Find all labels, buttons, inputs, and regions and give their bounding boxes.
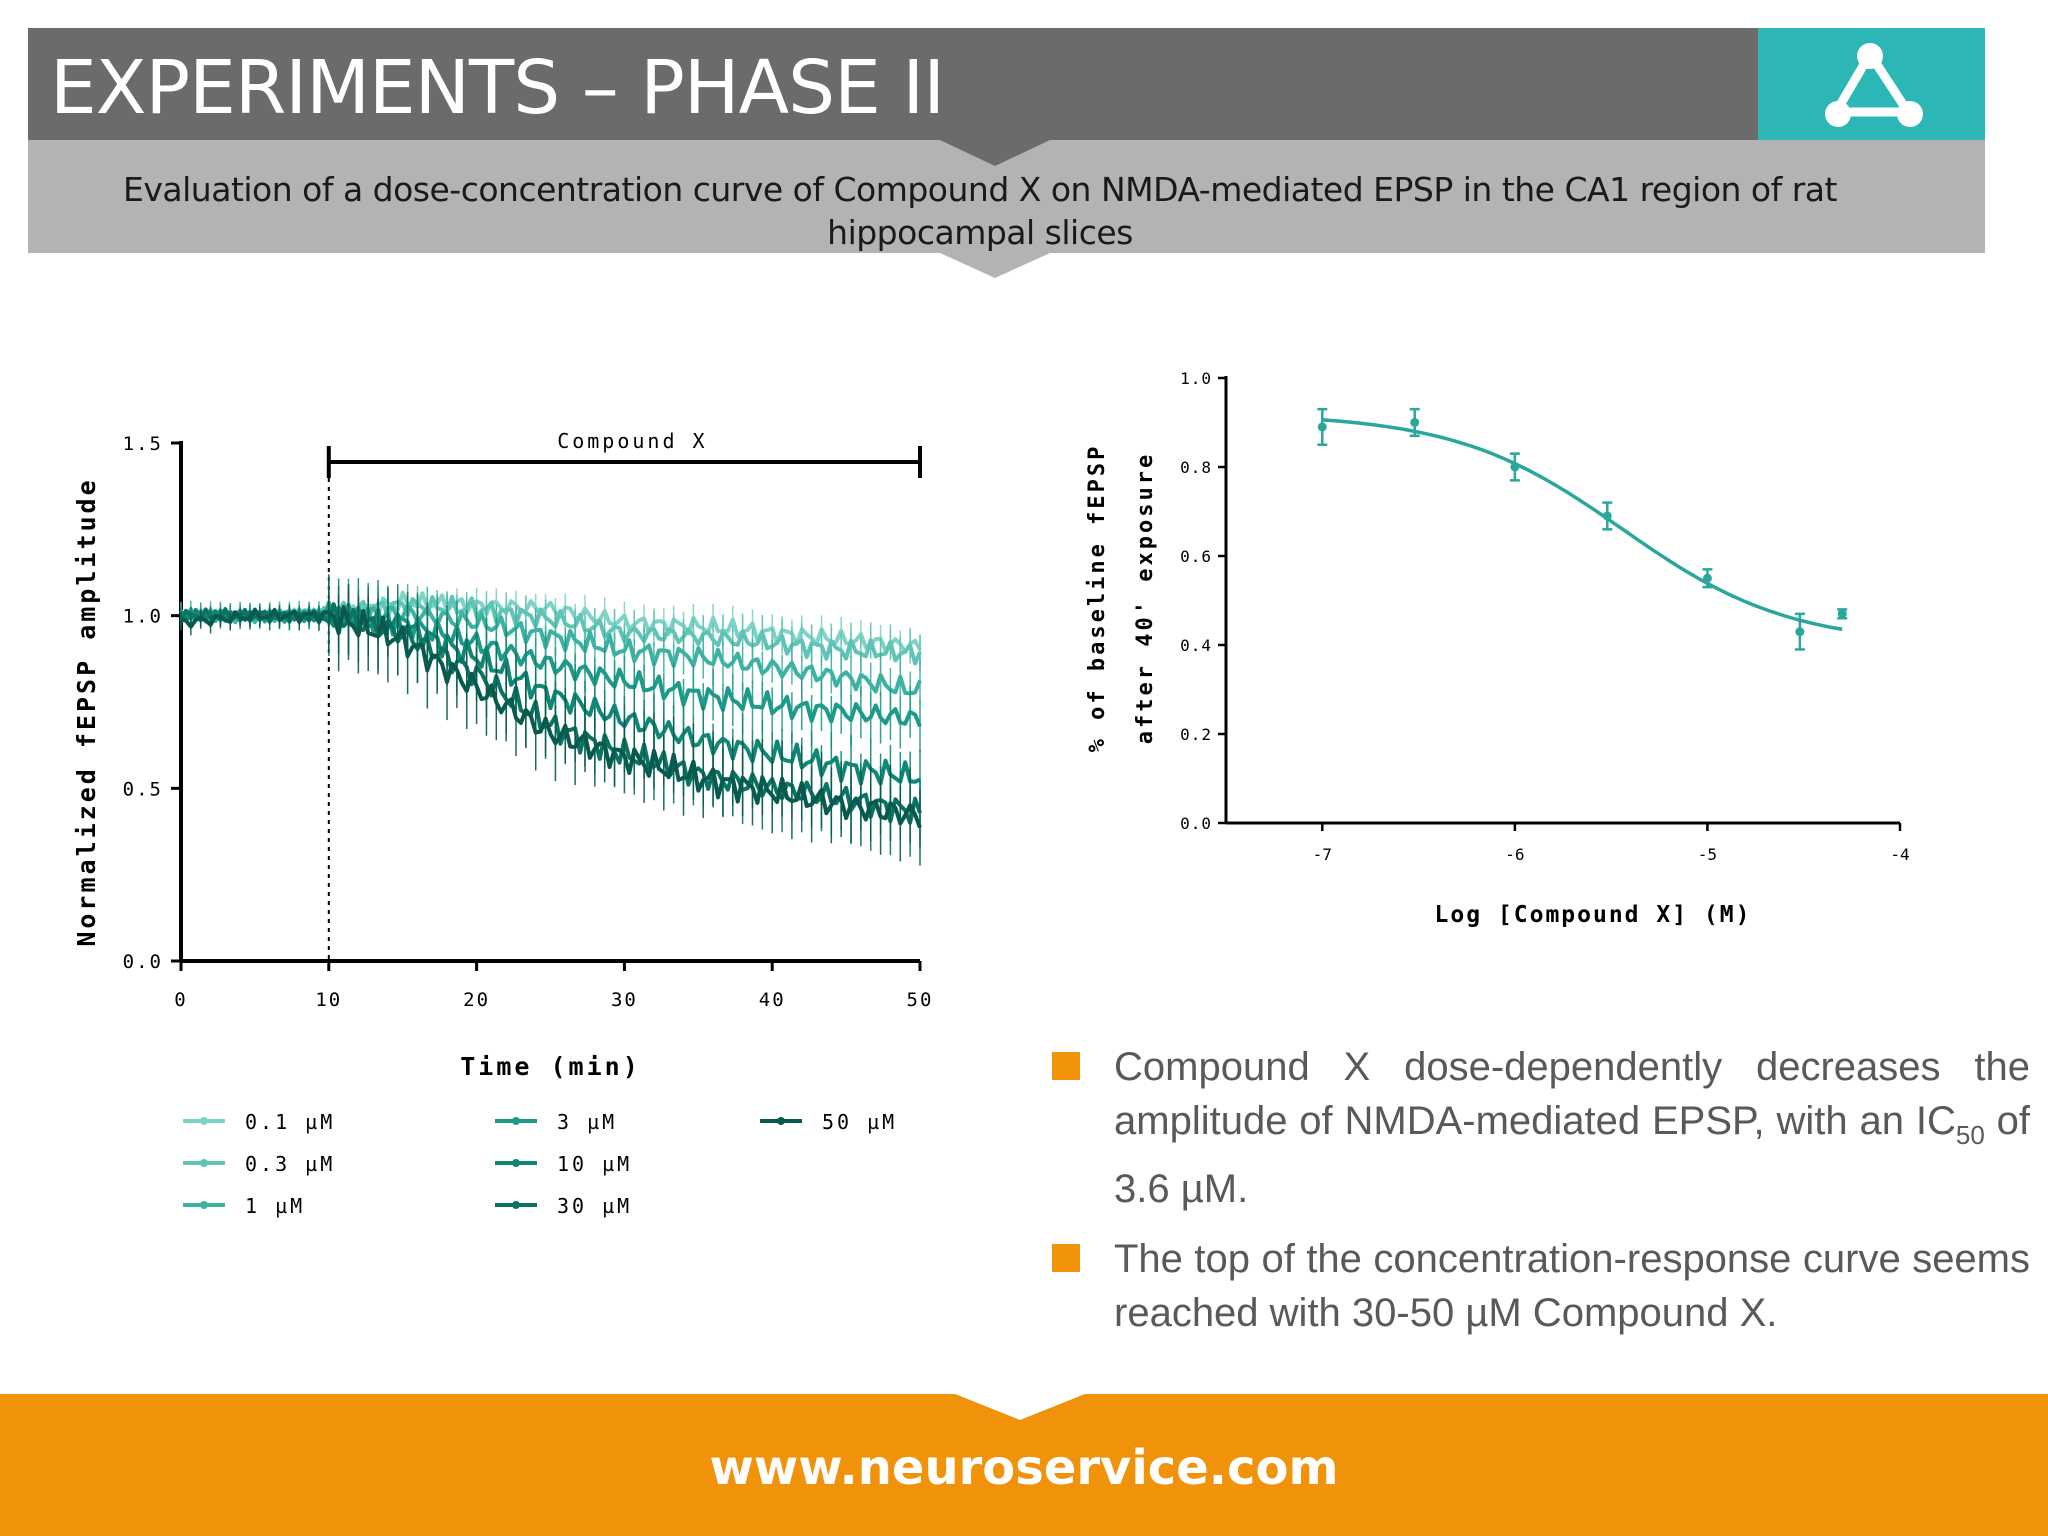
subtitle-notch xyxy=(940,253,1050,278)
data-point xyxy=(1702,573,1712,583)
x-tick-label: -4 xyxy=(1890,845,1909,864)
y-tick-label: 0.4 xyxy=(1180,636,1212,655)
x-tick-label: -7 xyxy=(1313,845,1332,864)
bullet-text: The top of the concentration-response cu… xyxy=(1114,1237,2030,1335)
legend-label: 0.3 µM xyxy=(245,1152,335,1176)
logo xyxy=(1758,28,1985,140)
y-axis-label: % of baseline fEPSP after 40' exposure xyxy=(1085,444,1158,753)
legend-label: 1 µM xyxy=(245,1194,305,1218)
data-point xyxy=(1317,422,1327,432)
page-title: EXPERIMENTS – PHASE II xyxy=(50,45,945,131)
series-7 xyxy=(180,574,922,866)
y-tick-label: 1.0 xyxy=(1180,369,1212,388)
y-tick-label: 0.0 xyxy=(1180,814,1212,833)
legend-marker xyxy=(512,1201,520,1209)
data-point xyxy=(1510,462,1520,472)
fit-curve xyxy=(1322,418,1843,632)
legend-label: 10 µM xyxy=(557,1152,632,1176)
y-tick-label: 0.0 xyxy=(123,951,163,973)
series-line xyxy=(180,600,922,728)
series-6 xyxy=(179,586,922,857)
triangle-molecule-icon xyxy=(1825,43,1923,127)
bullet-text: Compound X dose-dependently decreases th… xyxy=(1114,1045,2030,1211)
x-axis-label: Log [Compound X] (M) xyxy=(1435,902,1752,928)
footer-notch xyxy=(950,1392,1090,1420)
charts-canvas: 0.0 0.5 1.0 1.5 0 10 20 30 40 50 Time (min) Normali… xyxy=(72,369,1910,1218)
y-tick-label: 0.8 xyxy=(1180,458,1212,477)
x-tick-label: -6 xyxy=(1505,845,1524,864)
data-point xyxy=(1410,418,1420,427)
legend-label: 0.1 µM xyxy=(245,1110,335,1134)
bullet-square-icon xyxy=(1052,1244,1080,1272)
header-bar xyxy=(28,28,1758,140)
bullet-list: Compound X dose-dependently decreases th… xyxy=(1050,1040,2030,1356)
legend-label: 50 µM xyxy=(822,1110,897,1134)
legend-marker xyxy=(200,1159,208,1167)
header-notches xyxy=(940,140,1050,278)
legend-marker xyxy=(777,1117,785,1125)
legend-label: 3 µM xyxy=(557,1110,617,1134)
legend-marker xyxy=(512,1159,520,1167)
dose-response-chart: 0.0 0.2 0.4 0.6 0.8 1.0 -7 -6 -5 -4 Log [Compound … xyxy=(1085,369,1910,928)
series-line xyxy=(180,605,922,829)
legend-marker xyxy=(512,1117,520,1125)
x-tick-label: -5 xyxy=(1698,845,1717,864)
x-tick-label: 30 xyxy=(611,989,638,1011)
legend-marker xyxy=(200,1117,208,1125)
y-tick-label: 1.5 xyxy=(123,433,163,455)
page-subtitle: Evaluation of a dose-concentration curve… xyxy=(123,170,1837,252)
y-axis-label: Normalized fEPSP amplitude xyxy=(72,477,101,946)
footer-link[interactable]: www.neuroservice.com xyxy=(709,1440,1339,1496)
series-line xyxy=(180,606,921,786)
title-notch xyxy=(940,140,1050,166)
x-tick-label: 20 xyxy=(463,989,490,1011)
data-point xyxy=(1837,609,1847,619)
x-tick-label: 50 xyxy=(907,989,934,1011)
data-point xyxy=(1795,627,1805,637)
time-course-chart: 0.0 0.5 1.0 1.5 0 10 20 30 40 50 Time (min) Normali… xyxy=(72,429,934,1218)
bullet-item-plateau: The top of the concentration-response cu… xyxy=(1050,1232,2030,1340)
y-tick-label: 0.2 xyxy=(1180,725,1212,744)
bullet-item-ic50: Compound X dose-dependently decreases th… xyxy=(1050,1040,2030,1216)
y-tick-label: 1.0 xyxy=(123,606,163,628)
y-tick-label: 0.5 xyxy=(123,778,163,800)
legend-marker xyxy=(200,1201,208,1209)
footer-notch-shape xyxy=(950,1392,1090,1420)
x-tick-label: 0 xyxy=(174,989,187,1011)
bullet-square-icon xyxy=(1052,1052,1080,1080)
x-tick-label: 40 xyxy=(759,989,786,1011)
x-axis-label: Time (min) xyxy=(460,1052,641,1081)
x-tick-label: 10 xyxy=(315,989,342,1011)
y-tick-label: 0.6 xyxy=(1180,547,1212,566)
annotation-label: Compound X xyxy=(557,429,707,453)
data-point xyxy=(1602,511,1612,521)
legend-label: 30 µM xyxy=(557,1194,632,1218)
